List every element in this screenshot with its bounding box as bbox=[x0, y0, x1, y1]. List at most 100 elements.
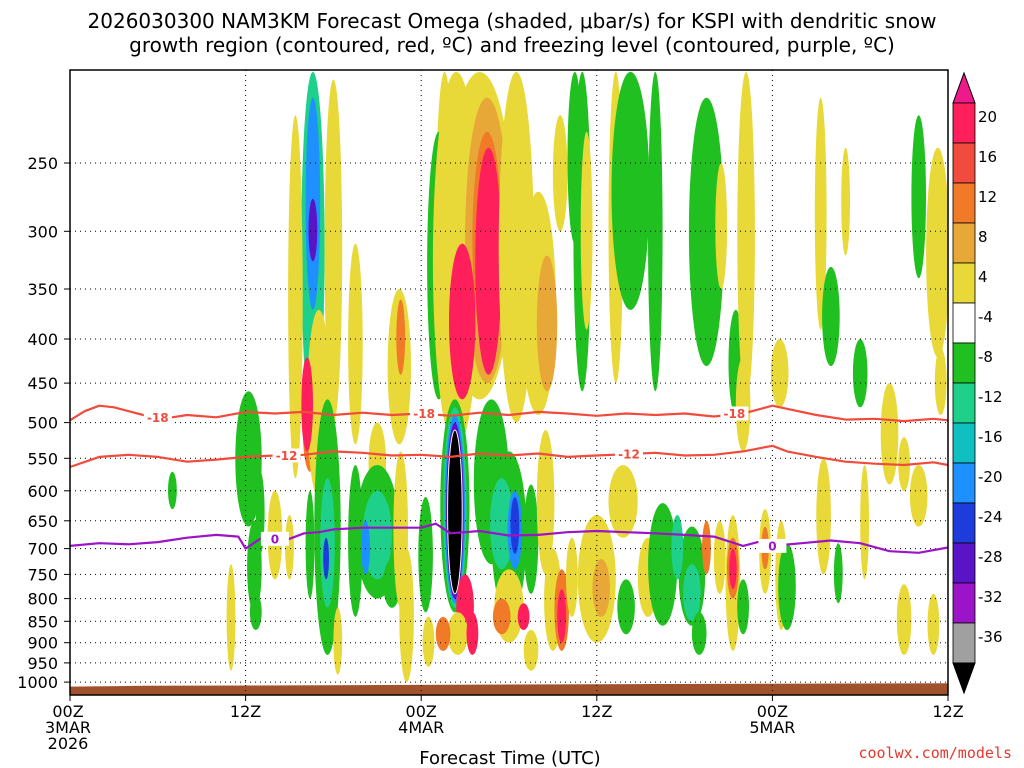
dgz-contour-label: -18 bbox=[413, 407, 435, 421]
omega-blob bbox=[608, 465, 638, 538]
colorbar-swatch bbox=[952, 582, 976, 624]
x-tick-label: 12Z bbox=[581, 702, 612, 721]
omega-blob bbox=[418, 497, 433, 613]
omega-blob bbox=[510, 497, 520, 554]
omega-blob bbox=[536, 430, 555, 575]
y-tick-label: 950 bbox=[27, 654, 58, 673]
omega-blob bbox=[399, 548, 414, 683]
omega-blob bbox=[833, 543, 843, 604]
omega-blob bbox=[737, 579, 749, 635]
y-tick-label: 450 bbox=[27, 374, 58, 393]
colorbar-tick-label: -8 bbox=[978, 348, 993, 366]
omega-blob bbox=[691, 612, 707, 655]
colorbar-tick-label: -4 bbox=[978, 308, 993, 326]
y-tick-label: 700 bbox=[27, 540, 58, 559]
colorbar-tick-label: -16 bbox=[978, 428, 1003, 446]
plot-area: -18 -18 -18 -12 -12 0 0 bbox=[69, 69, 949, 696]
colorbar-tick-label: -24 bbox=[978, 508, 1003, 526]
freezing-level-contour-label-bg bbox=[260, 531, 289, 546]
y-tick-label: 750 bbox=[27, 565, 58, 584]
colorbar-tick-label: 4 bbox=[978, 268, 988, 286]
omega-blob bbox=[852, 339, 868, 408]
y-tick-label: 500 bbox=[27, 414, 58, 433]
omega-blob bbox=[492, 598, 511, 635]
omega-blob bbox=[333, 607, 343, 675]
colorbar-swatch bbox=[952, 542, 976, 584]
x-tick-label: 12Z bbox=[932, 702, 963, 721]
omega-blob bbox=[566, 537, 578, 617]
y-tick-label: 550 bbox=[27, 449, 58, 468]
omega-blob bbox=[822, 266, 840, 367]
colorbar-swatch bbox=[952, 462, 976, 504]
omega-blob bbox=[235, 391, 262, 527]
omega-blob bbox=[735, 357, 751, 452]
colorbar-bottom-arrow bbox=[952, 662, 976, 695]
x-axis-label: Forecast Time (UTC) bbox=[419, 748, 600, 768]
omega-blob bbox=[580, 131, 593, 330]
freezing-level-contour-label: 0 bbox=[271, 532, 279, 546]
omega-blob bbox=[715, 163, 728, 289]
x-tick-label: 12Z bbox=[230, 702, 261, 721]
y-tick-label: 250 bbox=[27, 154, 58, 173]
dgz-contour-label-bg bbox=[720, 406, 749, 421]
y-tick-label: 800 bbox=[27, 590, 58, 609]
omega-blob bbox=[435, 616, 451, 651]
freezing-level-contour-label: 0 bbox=[768, 539, 776, 553]
dgz-contour-label: -12 bbox=[276, 449, 298, 463]
omega-blob bbox=[362, 490, 392, 580]
omega-blob bbox=[557, 589, 567, 643]
omega-blob bbox=[683, 564, 701, 622]
omega-blob bbox=[523, 629, 539, 671]
omega-blob bbox=[778, 543, 796, 630]
colorbar-swatch bbox=[952, 182, 976, 224]
terrain-area bbox=[70, 683, 948, 695]
colorbar-swatch bbox=[952, 622, 976, 664]
omega-blob bbox=[249, 593, 262, 631]
omega-blob bbox=[770, 339, 789, 408]
chart-title-line1: 2026030300 NAM3KM Forecast Omega (shaded… bbox=[88, 9, 937, 33]
omega-blob bbox=[323, 537, 329, 580]
y-tick-label: 350 bbox=[27, 280, 58, 299]
omega-blob bbox=[688, 97, 725, 367]
colorbar-swatch bbox=[952, 102, 976, 144]
omega-blob bbox=[475, 147, 502, 375]
colorbar: 20 16 12 8 4 -4 -8 -12 -16 -20 -24 -28 -32 -36 bbox=[952, 71, 1003, 695]
y-tick-label: 650 bbox=[27, 512, 58, 531]
omega-blob bbox=[523, 484, 539, 594]
omega-blob bbox=[909, 465, 928, 527]
colorbar-top-arrow bbox=[952, 71, 976, 104]
colorbar-swatch bbox=[952, 222, 976, 264]
omega-blob bbox=[617, 579, 635, 635]
x-tick-label: 2026 bbox=[48, 734, 89, 753]
omega-blob bbox=[880, 383, 899, 485]
omega-blob bbox=[729, 548, 737, 590]
dgz-contour bbox=[70, 444, 948, 469]
omega-blob bbox=[288, 115, 303, 479]
omega-blob bbox=[517, 603, 530, 630]
terrain-fill bbox=[70, 683, 948, 695]
colorbar-swatch bbox=[952, 422, 976, 464]
colorbar-tick-label: -20 bbox=[978, 468, 1003, 486]
colorbar-tick-label: 8 bbox=[978, 228, 988, 246]
colorbar-swatch bbox=[952, 342, 976, 384]
y-tick-label: 850 bbox=[27, 612, 58, 631]
omega-blob bbox=[348, 243, 363, 445]
freezing-level-contour-label-bg bbox=[758, 538, 787, 553]
dgz-contour-label-bg bbox=[615, 447, 643, 462]
omega-blob bbox=[449, 243, 476, 400]
colorbar-tick-label: 20 bbox=[978, 108, 997, 126]
omega-blob bbox=[592, 559, 610, 617]
dgz-contour bbox=[70, 404, 948, 423]
credit-text: coolwx.com/models bbox=[858, 744, 1012, 762]
dgz-contour-label: -12 bbox=[618, 448, 640, 462]
omega-blob bbox=[168, 471, 177, 510]
colorbar-swatch bbox=[952, 502, 976, 544]
y-tick-label: 900 bbox=[27, 634, 58, 653]
y-tick-label: 400 bbox=[27, 330, 58, 349]
x-tick-label: 00Z bbox=[406, 702, 437, 721]
dgz-contour-label: -18 bbox=[147, 411, 169, 425]
omega-blob bbox=[671, 515, 684, 580]
contour-lines: -18 -18 -18 -12 -12 0 0 bbox=[70, 404, 948, 554]
colorbar-tick-label: 16 bbox=[978, 148, 997, 166]
